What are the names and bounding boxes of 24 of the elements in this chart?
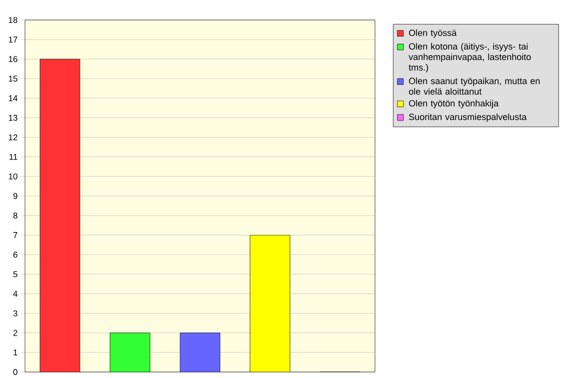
y-tick-label: 14: [8, 95, 18, 102]
y-tick-label: 17: [8, 36, 18, 42]
legend-label: Olen kotona (äitiys-, isyys- tai vanhempainvapaa, lastenhoito tms.): [408, 42, 531, 72]
legend-label: Olen työtön työnhakija: [409, 100, 499, 108]
y-tick-label: 10: [8, 173, 18, 180]
y-tick-label: 0: [13, 368, 18, 376]
y-tick-label: 15: [8, 76, 18, 82]
y-tick-label: 4: [13, 290, 18, 297]
legend-label: Suoritan varusmiespalvelusta: [409, 113, 527, 122]
y-tick-label: 12: [8, 134, 18, 140]
legend-label: Olen saanut työpaikan, mutta en ole vielä aloittanut: [408, 78, 540, 95]
y-tick-label: 5: [13, 271, 18, 278]
y-tick-label: 13: [8, 114, 18, 121]
y-tick-label: 9: [13, 192, 18, 200]
y-tick-label: 7: [13, 232, 18, 238]
y-tick-label: 16: [8, 56, 18, 62]
y-tick-label: 11: [10, 154, 18, 160]
y-tick-label: 6: [13, 252, 18, 258]
y-tick-label: 18: [8, 16, 18, 23]
y-tick-label: 8: [13, 212, 18, 219]
legend-label: Olen työssä: [409, 29, 457, 38]
y-tick-label: 3: [13, 310, 18, 316]
y-tick-label: 1: [14, 350, 18, 356]
y-tick-label: 2: [13, 330, 18, 336]
